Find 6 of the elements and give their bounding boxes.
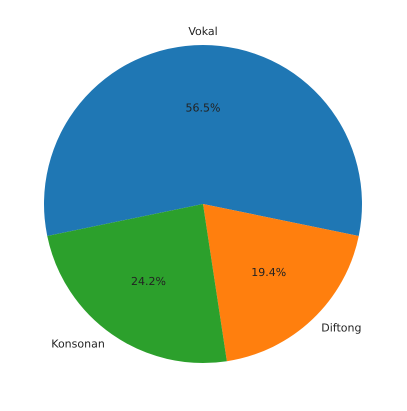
slice-label: Vokal: [188, 25, 218, 38]
data-label: 19.4%: [251, 266, 286, 280]
data-label: 24.2%: [130, 275, 166, 288]
slice-label: Konsonan: [51, 338, 105, 351]
data-label: 56.5%: [186, 101, 220, 114]
slice-label: Diftong: [321, 321, 362, 334]
